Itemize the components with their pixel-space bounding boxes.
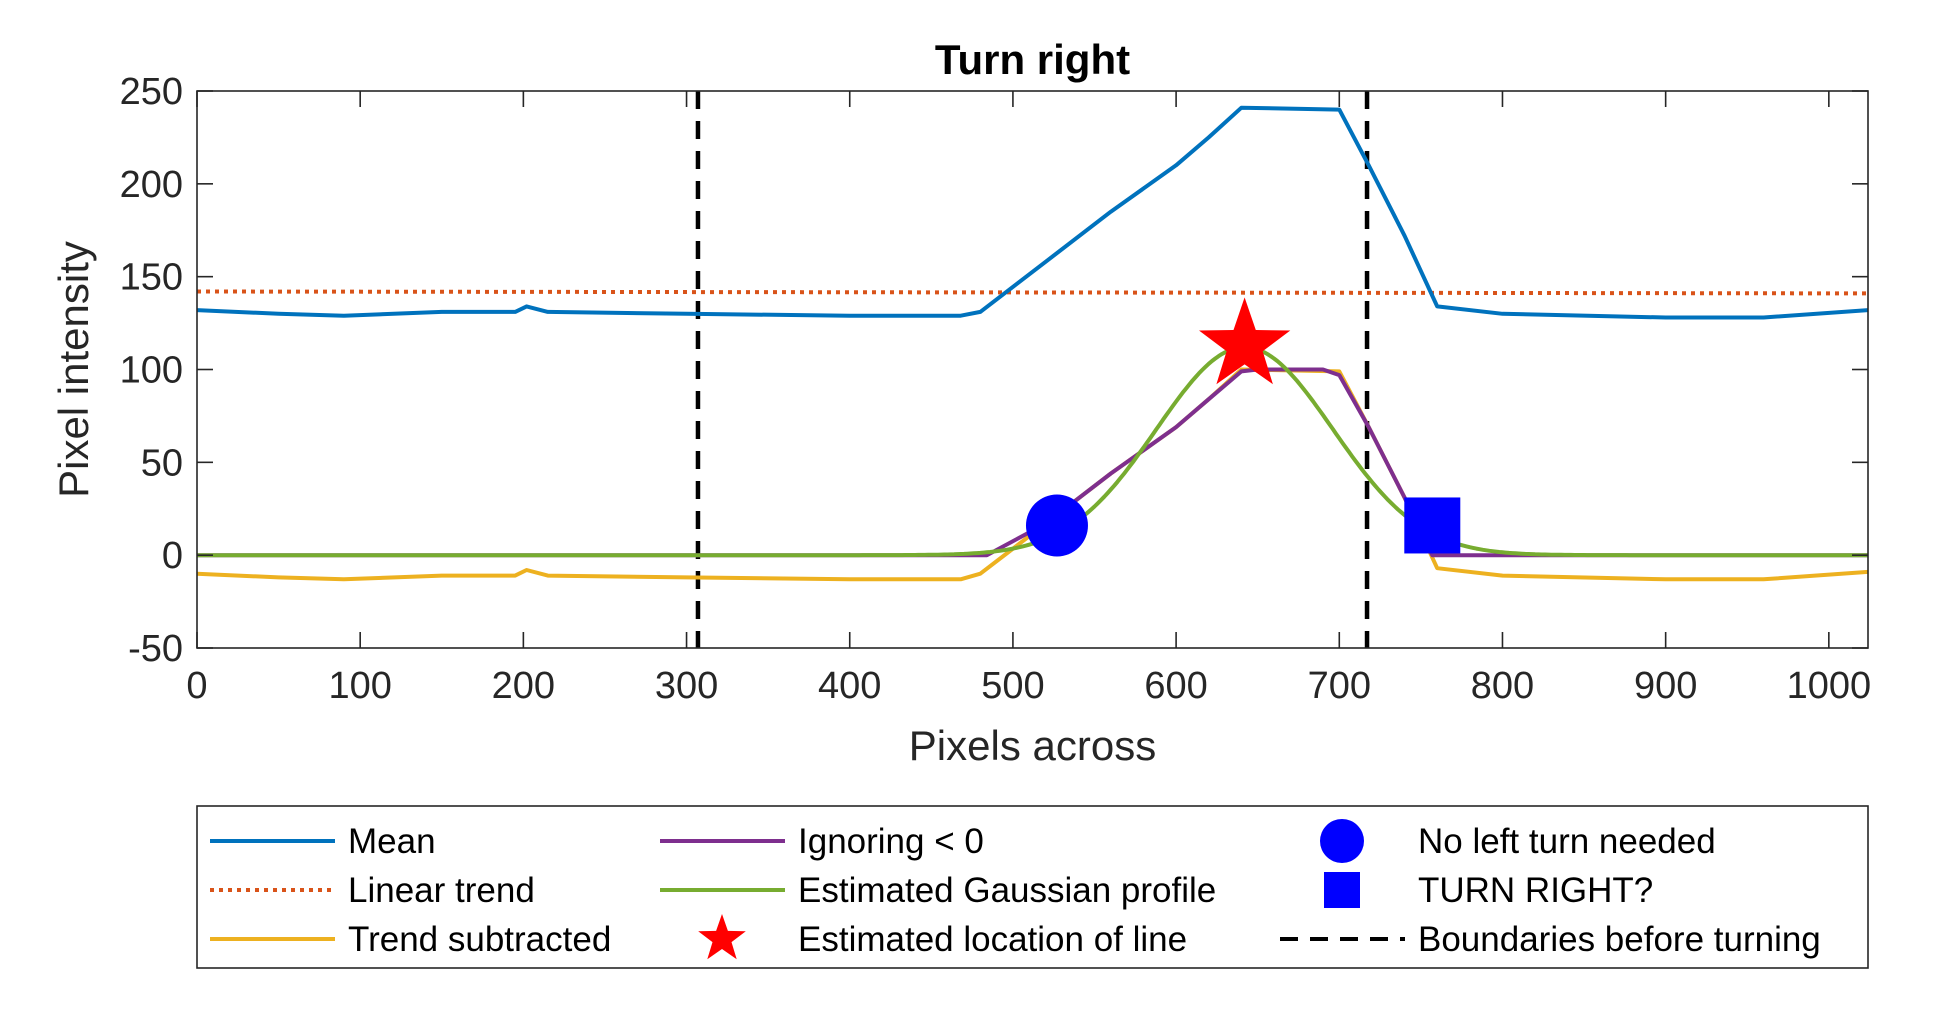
axis-ticks: 0 100 200 300 400 500 600 700 800 900 1000-5005010… (120, 71, 1872, 707)
marker-estimated-location-of-line (1199, 297, 1291, 385)
x-tick-label: 1000 (1787, 665, 1872, 707)
legend-swatch-turn-right (1324, 872, 1360, 908)
x-tick-label: 800 (1471, 665, 1534, 707)
y-tick-label: 150 (120, 257, 183, 299)
legend-label-no-left-turn-needed: No left turn needed (1418, 822, 1716, 861)
legend-swatch-estimated-location-of-line (698, 914, 746, 960)
x-tick-label: 300 (655, 665, 718, 707)
legend-swatch-no-left-turn-needed (1320, 819, 1364, 863)
x-tick-label: 400 (818, 665, 881, 707)
series-line-mean (197, 105, 1868, 320)
x-tick-label: 900 (1634, 665, 1697, 707)
legend-box (196, 805, 1869, 969)
x-tick-label: 500 (981, 665, 1044, 707)
x-axis-title: Pixels across (909, 722, 1156, 769)
legend-label-ignoring-0: Ignoring < 0 (798, 822, 984, 861)
x-tick-label: 0 (186, 665, 207, 707)
legend-label-boundaries-before-turning: Boundaries before turning (1418, 920, 1821, 959)
legend-label-linear-trend: Linear trend (348, 871, 535, 910)
y-tick-label: 250 (120, 71, 183, 113)
y-tick-label: 200 (120, 164, 183, 206)
legend: Mean Linear trend Trend subtracted Ignoring… (196, 805, 1869, 969)
x-tick-label: 100 (328, 665, 391, 707)
marker-no-left-turn-needed (1025, 494, 1088, 557)
marker-turn-right (1404, 497, 1461, 554)
y-tick-label: 100 (120, 350, 183, 392)
y-tick-label: 50 (141, 442, 183, 484)
legend-label-estimated-location-of-line: Estimated location of line (798, 920, 1187, 959)
legend-label-estimated-gaussian-profile: Estimated Gaussian profile (798, 871, 1216, 910)
chart-title: Turn right (935, 36, 1130, 83)
x-tick-label: 700 (1308, 665, 1371, 707)
legend-label-mean: Mean (348, 822, 436, 861)
y-tick-label: -50 (128, 628, 183, 670)
legend-label-trend-subtracted: Trend subtracted (348, 920, 611, 959)
legend-label-turn-right: TURN RIGHT? (1418, 871, 1653, 910)
y-tick-label: 0 (162, 535, 183, 577)
y-axis-title: Pixel intensity (50, 241, 97, 498)
x-tick-label: 600 (1144, 665, 1207, 707)
x-tick-label: 200 (492, 665, 555, 707)
